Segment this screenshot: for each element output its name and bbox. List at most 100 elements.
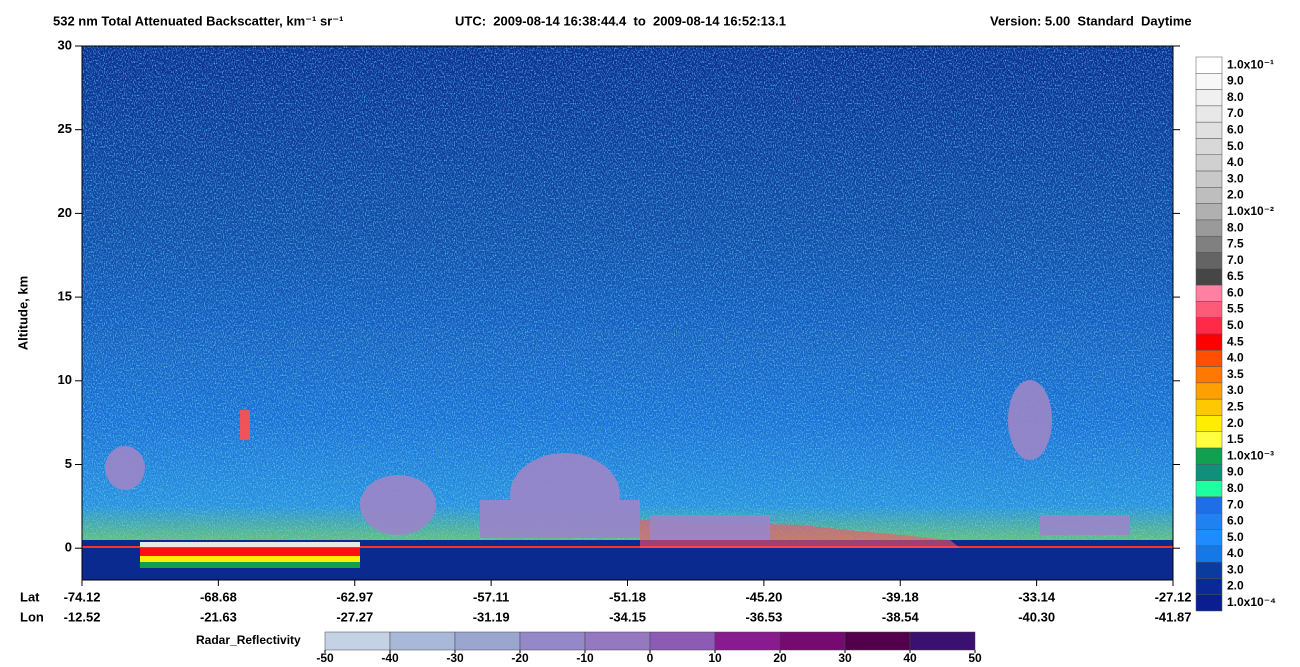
colorbar-label: 2.0 [1227,188,1244,202]
colorbar-box [1195,447,1223,465]
lon-tick-label: -34.15 [609,609,646,624]
radar-tick-label: 50 [968,651,982,665]
radar-tick-label: -20 [511,651,529,665]
colorbar-label: 9.0 [1227,465,1244,479]
colorbar-label: 5.0 [1227,530,1244,544]
radar-colorbar-box [519,631,586,651]
y-tick-label: 10 [58,372,72,387]
colorbar-label: 9.0 [1227,74,1244,88]
radar-tick-label: -10 [576,651,594,665]
lon-tick-label: -12.52 [64,609,101,624]
lon-tick-label: -31.19 [473,609,510,624]
colorbar-box [1195,464,1223,481]
colorbar-label: 1.0x10⁻² [1227,204,1274,218]
colorbar-label: 3.0 [1227,562,1244,576]
version-label: Version: 5.00 Standard Daytime [990,13,1192,28]
colorbar-label: 3.5 [1227,367,1244,381]
colorbar-label: 2.0 [1227,579,1244,593]
colorbar-box [1195,56,1223,74]
colorbar-box [1195,545,1223,563]
colorbar-label: 4.0 [1227,351,1244,365]
chart-title: 532 nm Total Attenuated Backscatter, km⁻… [53,13,343,28]
radar-colorbar-box [389,631,456,651]
colorbar-box [1195,366,1223,384]
lat-tick-label: -27.12 [1155,589,1192,604]
colorbar-box [1195,252,1223,270]
lat-tick-label: -62.97 [336,589,373,604]
lat-tick-label: -68.68 [200,589,237,604]
lat-tick-label: -39.18 [882,589,919,604]
radar-tick-label: 30 [838,651,852,665]
colorbar-box [1195,350,1223,367]
colorbar-label: 5.5 [1227,302,1244,316]
y-tick-label: 15 [58,289,72,304]
radar-colorbar-box [779,631,846,651]
colorbar-label: 7.0 [1227,106,1244,120]
radar-colorbar-box [584,631,651,651]
radar-tick-label: -40 [381,651,399,665]
lon-tick-label: -36.53 [745,609,782,624]
colorbar-label: 4.0 [1227,546,1244,560]
lon-tick-label: -40.30 [1018,609,1055,624]
lat-tick-label: -51.18 [609,589,646,604]
colorbar-box [1195,431,1223,449]
colorbar-label: 1.0x10⁻¹ [1227,57,1274,71]
y-tick-label: 0 [65,540,72,555]
lat-tick-label: -57.11 [473,589,509,604]
colorbar-box [1195,382,1223,400]
radar-colorbar-box [454,631,521,651]
colorbar-label: 2.5 [1227,399,1244,413]
colorbar-box [1195,138,1223,156]
lat-tick-label: -33.14 [1018,589,1056,604]
radar-tick-label: 10 [708,651,722,665]
colorbar-box [1195,529,1223,547]
radar-tick-label: -30 [446,651,464,665]
chart-subtitle: UTC: 2009-08-14 16:38:44.4 to 2009-08-14… [455,13,786,28]
radar-colorbar-box [844,631,911,651]
plot-background [82,46,1173,580]
colorbar-box [1195,415,1223,433]
colorbar-label: 3.0 [1227,383,1244,397]
colorbar-label: 8.0 [1227,220,1244,234]
colorbar-box [1195,219,1223,237]
lon-tick-label: -41.87 [1155,609,1192,624]
colorbar-label: 6.0 [1227,285,1244,299]
y-tick-label: 30 [58,37,72,52]
y-tick-label: 20 [58,205,72,220]
colorbar-box [1195,594,1223,612]
colorbar-label: 1.0x10⁻⁴ [1227,595,1276,609]
colorbar-box [1195,187,1223,204]
lon-tick-label: -21.63 [200,609,237,624]
radar-tick-label: 20 [773,651,787,665]
colorbar-box [1195,154,1223,172]
colorbar-box [1195,235,1223,253]
colorbar-box [1195,301,1223,318]
colorbar-box [1195,89,1223,107]
colorbar-label: 4.5 [1227,334,1244,348]
colorbar-label: 6.5 [1227,269,1244,283]
radar-colorbar-box [324,631,391,651]
colorbar-label: 8.0 [1227,481,1244,495]
colorbar-box [1195,398,1223,416]
colorbar-label: 5.0 [1227,139,1244,153]
colorbar-label: 2.0 [1227,416,1244,430]
radar-tick-label: 40 [903,651,917,665]
colorbar-box [1195,333,1223,351]
colorbar-label: 5.0 [1227,318,1244,332]
y-tick-label: 5 [65,456,72,471]
colorbar-box [1195,284,1223,302]
radar-colorbar-box [714,631,781,651]
colorbar-label: 7.0 [1227,253,1244,267]
radar-tick-label: 0 [647,651,654,665]
colorbar-box [1195,73,1223,90]
radar-label: Radar_Reflectivity [196,633,301,647]
colorbar-box [1195,121,1223,139]
lat-label: Lat [20,589,40,604]
colorbar-box [1195,317,1223,335]
colorbar-box [1195,512,1223,530]
lat-tick-label: -74.12 [64,589,101,604]
lon-label: Lon [20,609,44,624]
radar-clouds [105,380,1130,540]
